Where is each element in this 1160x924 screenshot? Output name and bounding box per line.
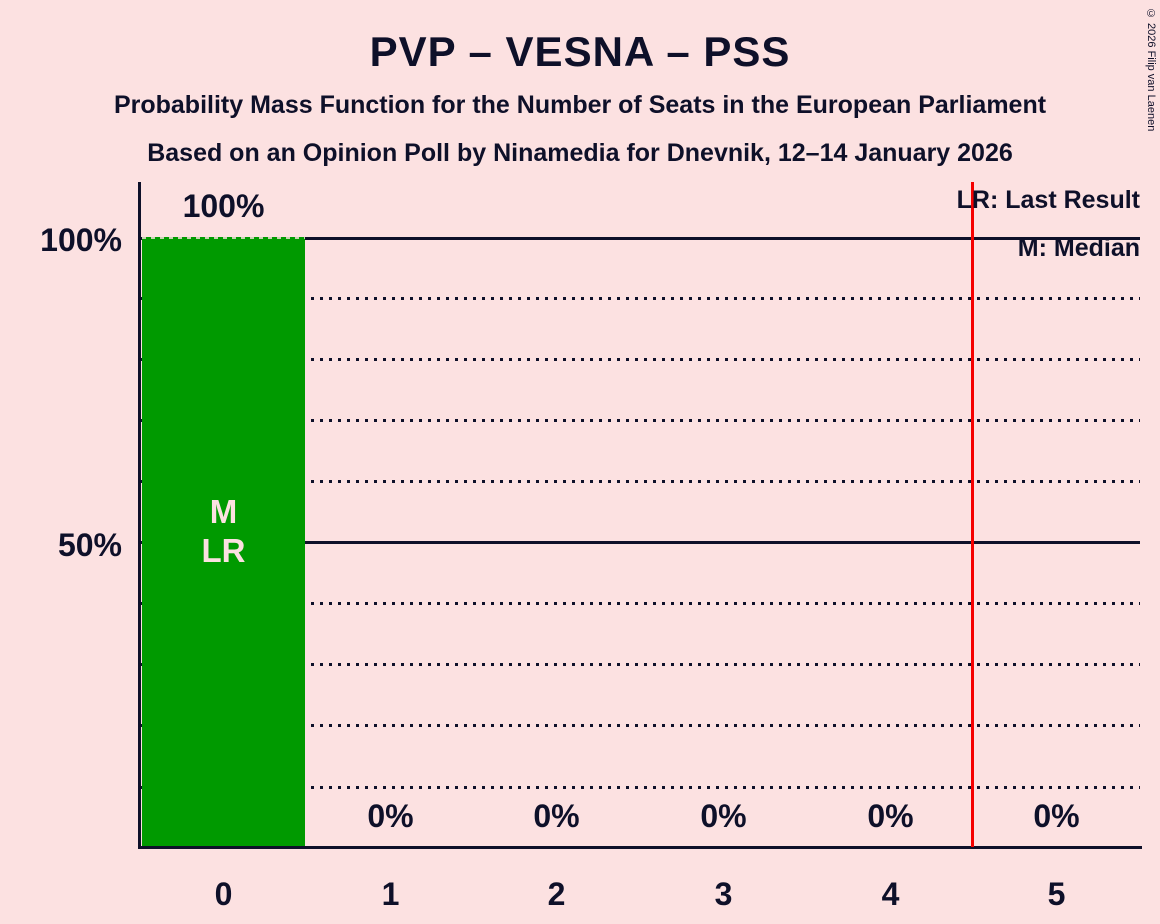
chart-subtitle: Probability Mass Function for the Number… (113, 91, 1047, 119)
bar-value-label-5: 0% (1033, 798, 1080, 834)
bar-seats-0 (142, 237, 305, 848)
bar-top-dash (142, 237, 305, 239)
x-tick-label-0: 0 (214, 876, 233, 912)
gridline-40 (140, 602, 1140, 605)
gridline-100 (140, 237, 1140, 240)
bar-value-label-0: 100% (182, 188, 265, 224)
y-axis-line (138, 182, 141, 849)
red-vertical-line (971, 182, 974, 847)
y-axis-label-50: 50% (57, 527, 122, 563)
x-tick-label-1: 1 (381, 876, 400, 912)
bar-value-label-4: 0% (867, 798, 914, 834)
gridline-20 (140, 724, 1140, 727)
chart-source-line: Based on an Opinion Poll by Ninamedia fo… (147, 139, 1013, 167)
gridline-80 (140, 358, 1140, 361)
x-axis-line (138, 846, 1142, 849)
copyright-text: © 2026 Filip van Laenen (1145, 8, 1157, 132)
x-tick-label-4: 4 (881, 876, 900, 912)
x-tick-label-5: 5 (1047, 876, 1066, 912)
gridline-30 (140, 663, 1140, 666)
chart-title: PVP – VESNA – PSS (369, 28, 791, 75)
gridline-90 (140, 297, 1140, 300)
x-tick-label-3: 3 (714, 876, 733, 912)
gridline-10 (140, 786, 1140, 789)
gridline-50 (140, 541, 1140, 544)
plot-area (140, 237, 1140, 848)
gridline-60 (140, 480, 1140, 483)
gridline-70 (140, 419, 1140, 422)
legend-last-result: LR: Last Result (956, 186, 1140, 214)
median-last-result-annotation: M LR (201, 493, 246, 569)
legend-median: M: Median (1017, 234, 1140, 262)
bar-value-label-3: 0% (700, 798, 747, 834)
y-axis-label-100: 100% (40, 222, 122, 258)
x-tick-label-2: 2 (547, 876, 566, 912)
bar-value-label-1: 0% (367, 798, 414, 834)
bar-value-label-2: 0% (533, 798, 580, 834)
